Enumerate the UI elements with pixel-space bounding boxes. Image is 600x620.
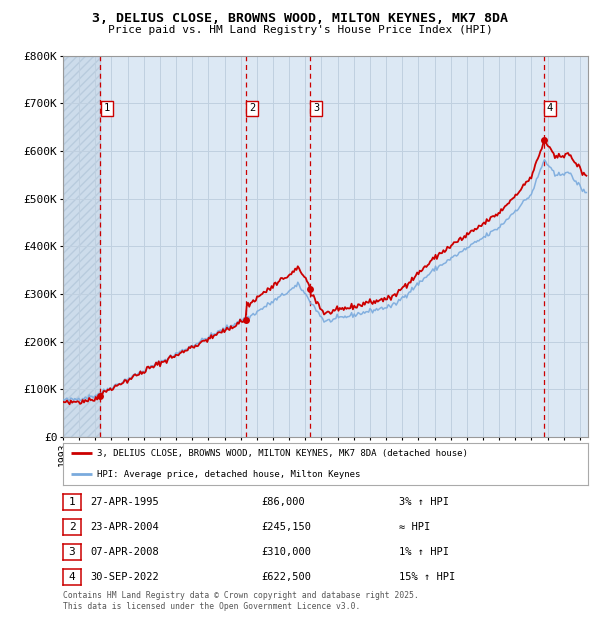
Text: 23-APR-2004: 23-APR-2004 <box>90 522 159 532</box>
Text: Contains HM Land Registry data © Crown copyright and database right 2025.
This d: Contains HM Land Registry data © Crown c… <box>63 591 419 611</box>
Text: HPI: Average price, detached house, Milton Keynes: HPI: Average price, detached house, Milt… <box>97 470 361 479</box>
Text: 30-SEP-2022: 30-SEP-2022 <box>90 572 159 582</box>
Text: £86,000: £86,000 <box>261 497 305 507</box>
Text: £310,000: £310,000 <box>261 547 311 557</box>
Text: 07-APR-2008: 07-APR-2008 <box>90 547 159 557</box>
Text: 3, DELIUS CLOSE, BROWNS WOOD, MILTON KEYNES, MK7 8DA: 3, DELIUS CLOSE, BROWNS WOOD, MILTON KEY… <box>92 12 508 25</box>
Text: 2: 2 <box>68 522 76 532</box>
Bar <box>63 56 100 437</box>
Text: 3: 3 <box>313 103 319 113</box>
Text: 3: 3 <box>68 547 76 557</box>
Text: 15% ↑ HPI: 15% ↑ HPI <box>399 572 455 582</box>
Text: ≈ HPI: ≈ HPI <box>399 522 430 532</box>
Text: 1% ↑ HPI: 1% ↑ HPI <box>399 547 449 557</box>
Text: 4: 4 <box>68 572 76 582</box>
Text: £245,150: £245,150 <box>261 522 311 532</box>
Text: 1: 1 <box>68 497 76 507</box>
Text: 3, DELIUS CLOSE, BROWNS WOOD, MILTON KEYNES, MK7 8DA (detached house): 3, DELIUS CLOSE, BROWNS WOOD, MILTON KEY… <box>97 449 468 458</box>
Text: 27-APR-1995: 27-APR-1995 <box>90 497 159 507</box>
Text: 4: 4 <box>547 103 553 113</box>
Text: 3% ↑ HPI: 3% ↑ HPI <box>399 497 449 507</box>
Text: £622,500: £622,500 <box>261 572 311 582</box>
Text: 1: 1 <box>104 103 110 113</box>
Text: 2: 2 <box>249 103 255 113</box>
Text: Price paid vs. HM Land Registry's House Price Index (HPI): Price paid vs. HM Land Registry's House … <box>107 25 493 35</box>
